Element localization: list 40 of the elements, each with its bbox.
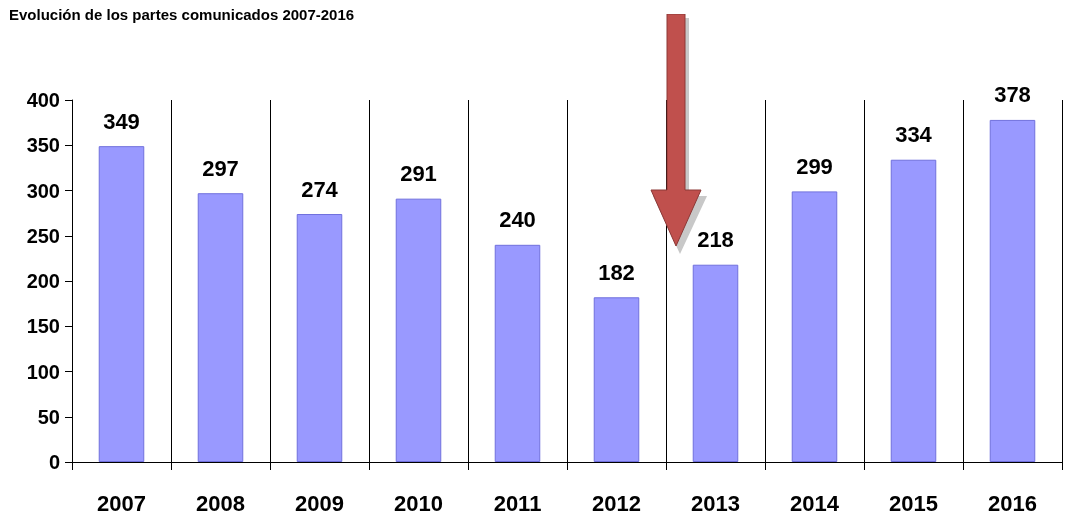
- bar: [494, 244, 541, 462]
- x-tick-label: 2011: [493, 490, 542, 516]
- data-label: 297: [202, 155, 239, 181]
- y-tick-label: 300: [26, 179, 60, 202]
- y-tick-label: 250: [26, 224, 60, 247]
- y-tick-label: 50: [37, 405, 60, 428]
- x-tick-label: 2013: [691, 490, 740, 516]
- data-label: 349: [103, 108, 140, 134]
- chart-title: Evolución de los partes comunicados 2007-2016: [9, 6, 355, 23]
- bar: [197, 193, 244, 462]
- bar: [989, 119, 1036, 462]
- x-tick-label: 2009: [295, 490, 344, 516]
- data-label: 378: [994, 82, 1031, 108]
- y-tick-label: 100: [26, 360, 60, 383]
- y-tick-label: 400: [26, 89, 60, 111]
- bar: [296, 214, 343, 462]
- x-tick-label: 2014: [790, 490, 840, 516]
- y-tick-label: 150: [26, 315, 60, 338]
- y-tick-label: 200: [26, 270, 60, 292]
- x-tick-label: 2008: [196, 490, 245, 516]
- y-tick-label: 350: [26, 134, 60, 157]
- x-tick-label: 2012: [592, 490, 641, 516]
- data-label: 218: [697, 227, 734, 253]
- x-tick-label: 2010: [394, 490, 443, 516]
- bar: [395, 198, 442, 462]
- bar: [692, 264, 739, 462]
- data-label: 240: [499, 207, 536, 233]
- data-label: 182: [598, 259, 635, 285]
- data-label: 299: [796, 153, 833, 179]
- data-label: 274: [301, 176, 339, 202]
- x-tick-label: 2007: [97, 490, 146, 516]
- bar: [791, 191, 838, 462]
- y-tick-label: 0: [48, 451, 60, 473]
- x-tick-label: 2015: [889, 490, 938, 516]
- x-tick-label: 2016: [988, 490, 1037, 516]
- bar: [98, 146, 145, 462]
- bar: [890, 159, 937, 462]
- data-label: 334: [895, 122, 933, 148]
- data-label: 291: [400, 161, 437, 187]
- bar: [593, 297, 640, 462]
